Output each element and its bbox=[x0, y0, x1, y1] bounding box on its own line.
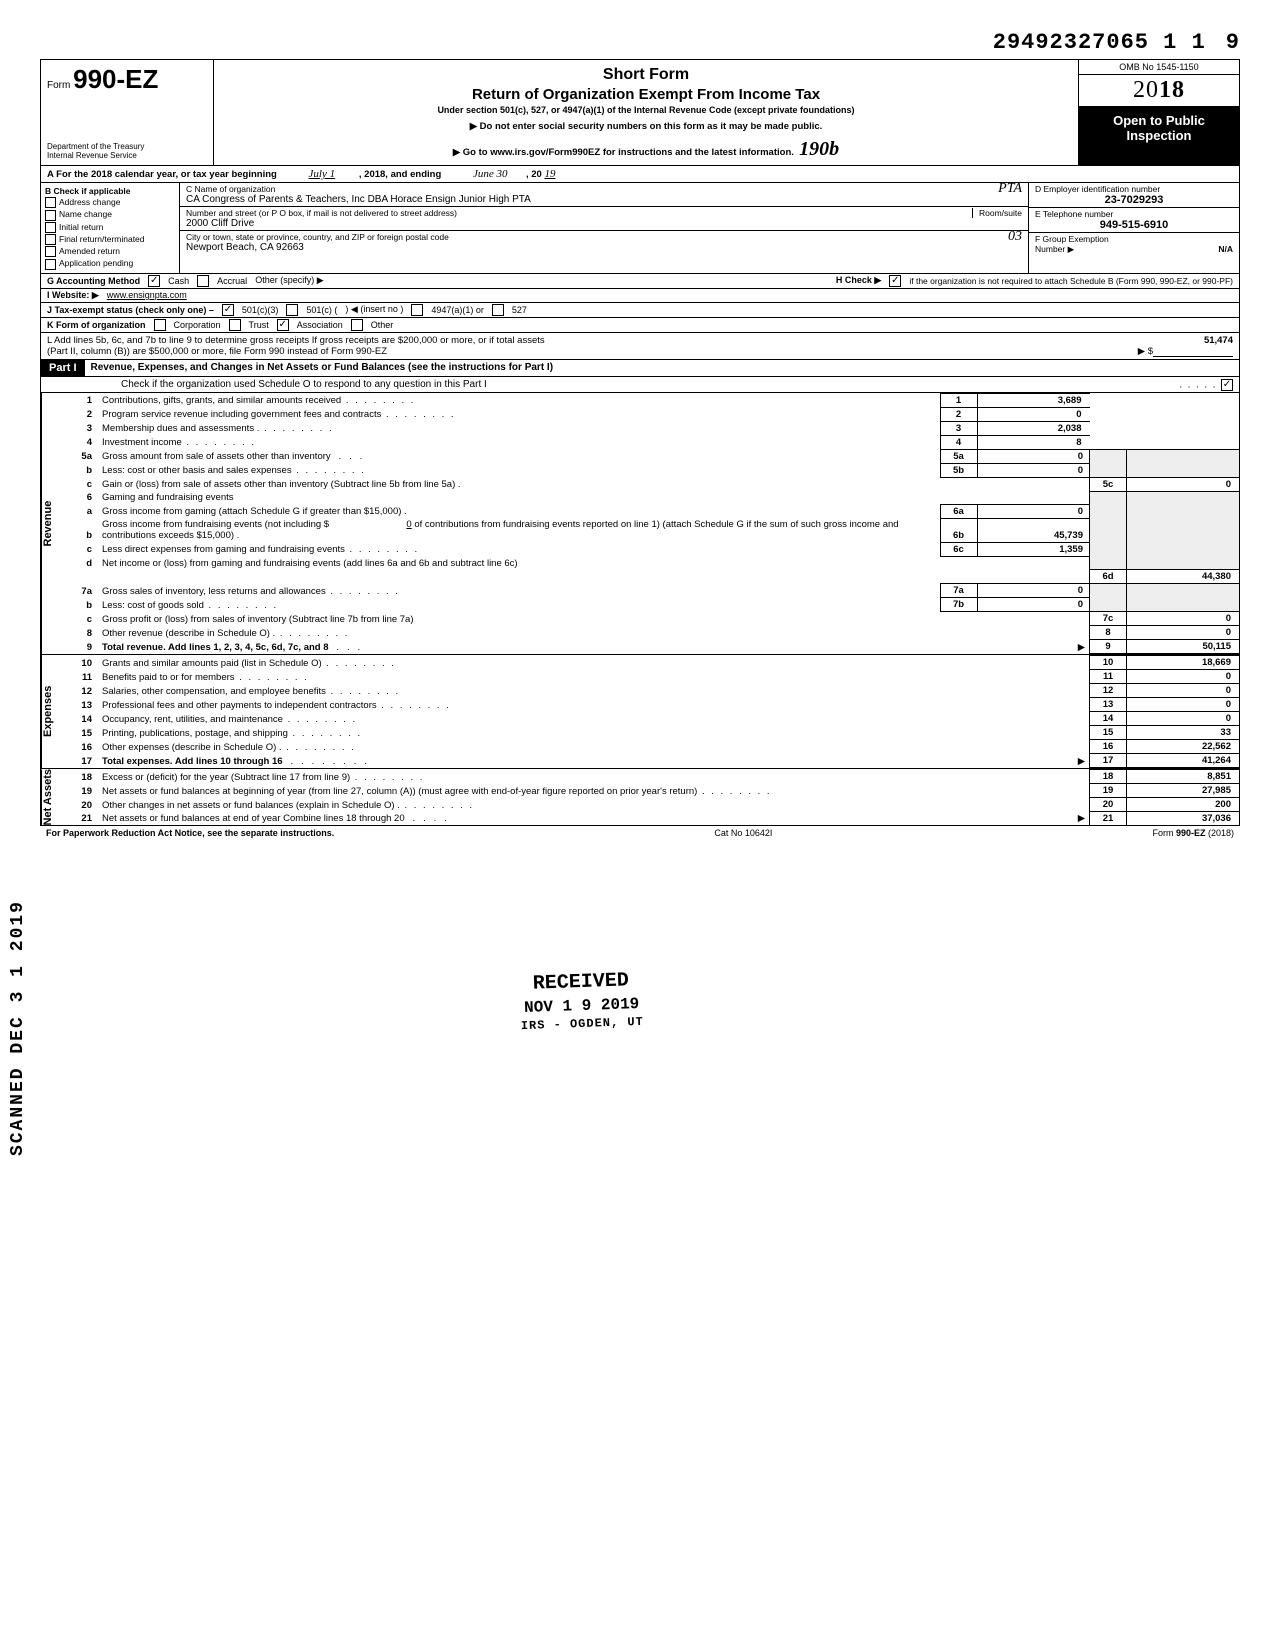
hand-03: 03 bbox=[1008, 229, 1022, 245]
header-center: Short Form Return of Organization Exempt… bbox=[214, 60, 1078, 165]
dln-stamp: 29492327065 1 19 bbox=[40, 30, 1240, 55]
chk-name-change[interactable] bbox=[45, 210, 56, 221]
chk-address-change[interactable] bbox=[45, 197, 56, 208]
org-name: CA Congress of Parents & Teachers, Inc D… bbox=[186, 194, 531, 205]
instruction-line-1: ▶ Do not enter social security numbers o… bbox=[222, 121, 1070, 132]
chk-trust[interactable] bbox=[229, 319, 241, 331]
chk-amended-return[interactable] bbox=[45, 246, 56, 257]
row-l-gross-receipts: L Add lines 5b, 6c, and 7b to line 9 to … bbox=[41, 333, 1239, 360]
received-stamp: RECEIVED NOV 1 9 2019 IRS - OGDEN, UT bbox=[519, 968, 644, 1035]
net-assets-table: 18Excess or (deficit) for the year (Subt… bbox=[62, 769, 1239, 825]
scanned-stamp: SCANNED DEC 3 1 2019 bbox=[8, 900, 28, 1156]
chk-association[interactable] bbox=[277, 319, 289, 331]
cat-number: Cat No 10642I bbox=[714, 828, 772, 838]
short-form-title: Short Form bbox=[222, 66, 1070, 84]
tax-year: 2018 bbox=[1079, 75, 1239, 107]
row-g-accounting: G Accounting Method Cash Accrual Other (… bbox=[41, 274, 1239, 289]
part-i-title: Revenue, Expenses, and Changes in Net As… bbox=[85, 360, 1239, 376]
form-number: Form 990-EZ bbox=[47, 64, 207, 95]
revenue-section: Revenue 1Contributions, gifts, grants, a… bbox=[41, 393, 1239, 656]
website-value: www.ensignpta.com bbox=[107, 290, 187, 300]
revenue-table: 1Contributions, gifts, grants, and simil… bbox=[62, 393, 1239, 655]
chk-application-pending[interactable] bbox=[45, 259, 56, 270]
net-assets-label: Net Assets bbox=[41, 769, 62, 825]
form-header: Form 990-EZ Department of the Treasury I… bbox=[41, 60, 1239, 166]
chk-initial-return[interactable] bbox=[45, 222, 56, 233]
pta-handwriting: PTA bbox=[998, 181, 1022, 197]
gross-receipts-value: 51,474 bbox=[1153, 335, 1233, 357]
paperwork-notice: For Paperwork Reduction Act Notice, see … bbox=[46, 828, 334, 838]
part-i-header: Part I Revenue, Expenses, and Changes in… bbox=[41, 360, 1239, 377]
chk-schedule-o[interactable] bbox=[1221, 379, 1233, 391]
group-exemption-value: N/A bbox=[1218, 244, 1233, 254]
expenses-section: Expenses 10Grants and similar amounts pa… bbox=[41, 655, 1239, 769]
col-d-ein: D Employer identification number 23-7029… bbox=[1029, 183, 1239, 273]
col-c-org-info: C Name of organization PTA CA Congress o… bbox=[180, 183, 1029, 273]
expenses-label: Expenses bbox=[41, 655, 62, 768]
chk-accrual[interactable] bbox=[197, 275, 209, 287]
treasury-dept: Department of the Treasury Internal Reve… bbox=[47, 143, 207, 161]
omb-number: OMB No 1545-1150 bbox=[1079, 60, 1239, 75]
net-assets-section: Net Assets 18Excess or (deficit) for the… bbox=[41, 769, 1239, 825]
chk-schedule-b[interactable] bbox=[889, 275, 901, 287]
chk-cash[interactable] bbox=[148, 275, 160, 287]
row-a-tax-year: A For the 2018 calendar year, or tax yea… bbox=[41, 166, 1239, 183]
row-i-website: I Website: ▶ www.ensignpta.com bbox=[41, 289, 1239, 303]
header-left: Form 990-EZ Department of the Treasury I… bbox=[41, 60, 214, 165]
phone-value: 949-515-6910 bbox=[1035, 219, 1233, 231]
chk-501c[interactable] bbox=[286, 304, 298, 316]
form-title: Return of Organization Exempt From Incom… bbox=[222, 86, 1070, 103]
instruction-line-2: ▶ Go to www.irs.gov/Form990EZ for instru… bbox=[222, 138, 1070, 161]
header-right: OMB No 1545-1150 2018 Open to Public Ins… bbox=[1078, 60, 1239, 165]
org-city: Newport Beach, CA 92663 bbox=[186, 242, 304, 253]
form-ref: Form 990-EZ (2018) bbox=[1152, 828, 1234, 838]
part-i-label: Part I bbox=[41, 360, 85, 376]
chk-final-return[interactable] bbox=[45, 234, 56, 245]
part-i-check-line: Check if the organization used Schedule … bbox=[41, 377, 1239, 393]
ein-value: 23-7029293 bbox=[1035, 194, 1233, 206]
col-b-checkboxes: B Check if applicable Address change Nam… bbox=[41, 183, 180, 273]
org-address: 2000 Cliff Drive bbox=[186, 218, 254, 229]
row-j-tax-status: J Tax-exempt status (check only one) – 5… bbox=[41, 303, 1239, 318]
page-footer: For Paperwork Reduction Act Notice, see … bbox=[40, 826, 1240, 840]
chk-501c3[interactable] bbox=[222, 304, 234, 316]
row-k-form-org: K Form of organization Corporation Trust… bbox=[41, 318, 1239, 333]
chk-other-org[interactable] bbox=[351, 319, 363, 331]
chk-corporation[interactable] bbox=[154, 319, 166, 331]
expenses-table: 10Grants and similar amounts paid (list … bbox=[62, 655, 1239, 768]
open-to-public: Open to Public Inspection bbox=[1079, 107, 1239, 165]
form-subtitle: Under section 501(c), 527, or 4947(a)(1)… bbox=[222, 105, 1070, 115]
form-990ez: Form 990-EZ Department of the Treasury I… bbox=[40, 59, 1240, 826]
chk-527[interactable] bbox=[492, 304, 504, 316]
entity-info-block: B Check if applicable Address change Nam… bbox=[41, 183, 1239, 274]
revenue-label: Revenue bbox=[41, 393, 62, 655]
chk-4947[interactable] bbox=[411, 304, 423, 316]
